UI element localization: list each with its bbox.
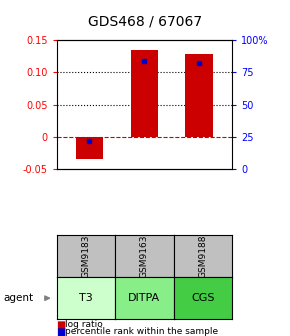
Text: GDS468 / 67067: GDS468 / 67067 <box>88 14 202 29</box>
Bar <box>185 54 213 137</box>
Text: GSM9188: GSM9188 <box>198 235 207 278</box>
Text: percentile rank within the sample: percentile rank within the sample <box>65 327 218 336</box>
Text: agent: agent <box>3 293 33 303</box>
Text: GSM9163: GSM9163 <box>140 235 149 278</box>
Text: ■: ■ <box>57 327 66 336</box>
Text: CGS: CGS <box>191 293 215 303</box>
Bar <box>130 50 158 137</box>
Text: log ratio: log ratio <box>65 321 103 329</box>
Text: T3: T3 <box>79 293 93 303</box>
Text: GSM9183: GSM9183 <box>81 235 90 278</box>
Bar <box>76 137 103 159</box>
Text: ■: ■ <box>57 320 66 330</box>
Text: DITPA: DITPA <box>128 293 160 303</box>
